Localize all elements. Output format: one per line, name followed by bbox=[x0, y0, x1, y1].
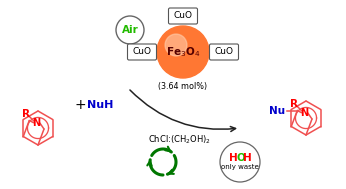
Text: H: H bbox=[243, 153, 252, 163]
Circle shape bbox=[116, 16, 144, 44]
FancyBboxPatch shape bbox=[127, 44, 156, 60]
Text: ChCl:(CH$_2$OH)$_2$: ChCl:(CH$_2$OH)$_2$ bbox=[148, 134, 211, 146]
Text: N: N bbox=[301, 108, 309, 118]
Text: R: R bbox=[22, 109, 30, 119]
Circle shape bbox=[165, 34, 187, 56]
Text: only waste: only waste bbox=[221, 164, 259, 170]
Text: NuH: NuH bbox=[87, 100, 113, 110]
Text: R: R bbox=[290, 99, 298, 109]
Text: CuO: CuO bbox=[133, 47, 152, 57]
Text: H: H bbox=[229, 153, 238, 163]
Text: +: + bbox=[74, 98, 86, 112]
FancyArrowPatch shape bbox=[130, 90, 236, 132]
FancyBboxPatch shape bbox=[209, 44, 238, 60]
Text: N: N bbox=[33, 118, 41, 128]
Text: Nu: Nu bbox=[269, 105, 285, 115]
FancyBboxPatch shape bbox=[169, 8, 198, 24]
Text: CuO: CuO bbox=[173, 12, 192, 20]
Circle shape bbox=[220, 142, 260, 182]
Text: Fe$_3$O$_4$: Fe$_3$O$_4$ bbox=[166, 45, 200, 59]
Text: CuO: CuO bbox=[215, 47, 234, 57]
Text: (3.64 mol%): (3.64 mol%) bbox=[158, 83, 208, 91]
Circle shape bbox=[157, 26, 209, 78]
Text: Air: Air bbox=[122, 25, 138, 35]
Text: O: O bbox=[236, 153, 245, 163]
